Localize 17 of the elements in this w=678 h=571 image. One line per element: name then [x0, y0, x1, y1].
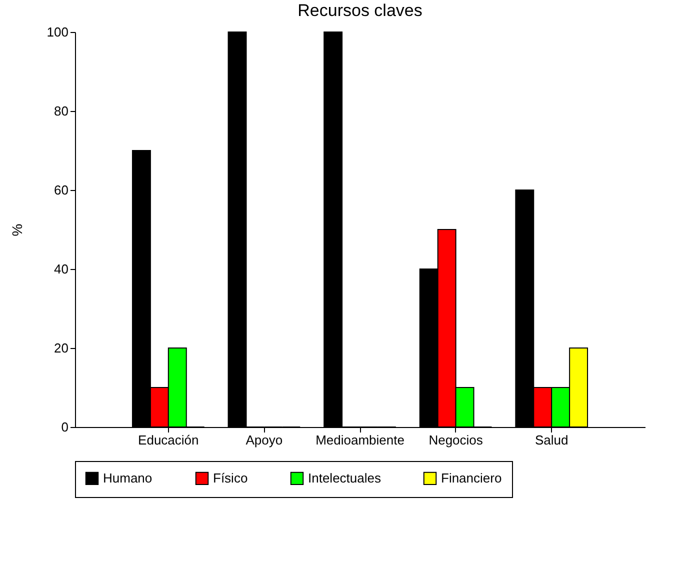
legend-label: Financiero [441, 470, 502, 486]
legend-label: Intelectuales [308, 470, 382, 486]
y-tick-label: 40 [54, 262, 68, 276]
x-tick-label: Educación [138, 432, 199, 448]
legend-label: Humano [103, 470, 152, 486]
y-axis-title: % [8, 224, 25, 236]
x-tick-label: Salud [534, 432, 568, 448]
x-tick-label: Apoyo [246, 432, 283, 448]
chart-title: Recursos claves [298, 1, 422, 20]
y-tick-label: 60 [54, 182, 68, 198]
x-tick-label: Medioambiente [316, 432, 404, 448]
y-tick-label: 20 [54, 340, 68, 356]
y-tick-label: 100 [46, 24, 68, 40]
legend-label: Físico [213, 470, 248, 486]
y-tick-label: 0 [61, 420, 68, 434]
x-tick-label: Negocios [428, 432, 484, 448]
y-tick-label: 80 [54, 104, 68, 118]
